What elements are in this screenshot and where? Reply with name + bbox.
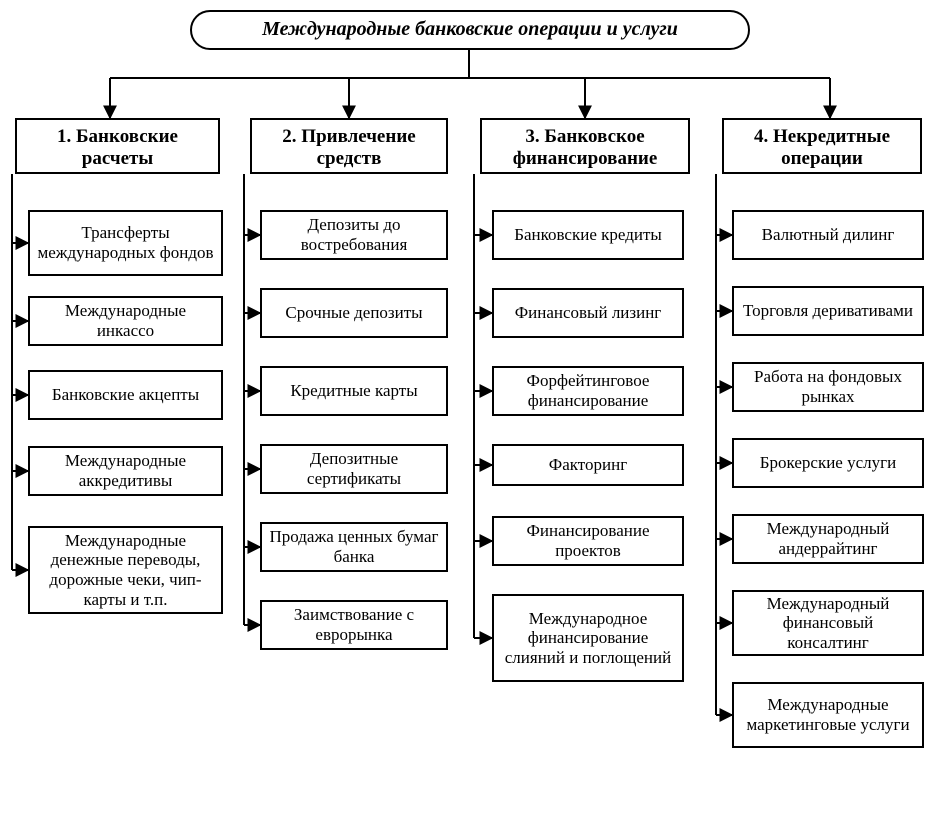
item-label-1-4: Международные аккредитивы [36,451,215,490]
item-box-3-5: Финансирование проектов [492,516,684,566]
item-label-3-5: Финансирование проектов [500,521,676,560]
item-box-4-7: Международные маркетинговые услуги [732,682,924,748]
item-box-2-3: Кредитные карты [260,366,448,416]
item-box-2-5: Продажа ценных бумаг банка [260,522,448,572]
category-box-1: 1. Банковские расчеты [15,118,220,174]
item-label-2-6: Заимствование с еврорынка [268,605,440,644]
item-box-3-4: Факторинг [492,444,684,486]
item-box-1-3: Банковские акцепты [28,370,223,420]
item-box-3-2: Финансовый лизинг [492,288,684,338]
item-label-1-5: Международные денежные переводы, дорожны… [36,531,215,609]
item-label-3-1: Банковские кредиты [514,225,662,245]
item-label-1-3: Банковские акцепты [52,385,199,405]
item-label-4-1: Валютный дилинг [762,225,895,245]
item-box-1-2: Международные инкассо [28,296,223,346]
item-label-3-4: Факторинг [549,455,627,475]
item-box-2-6: Заимствование с еврорынка [260,600,448,650]
item-label-4-7: Международные маркетинговые услуги [740,695,916,734]
item-label-1-1: Трансферты международных фондов [36,223,215,262]
item-label-4-4: Брокерские услуги [760,453,896,473]
item-box-1-5: Международные денежные переводы, дорожны… [28,526,223,614]
item-box-4-6: Международный финансовый консалтинг [732,590,924,656]
item-label-4-3: Работа на фондовых рынках [740,367,916,406]
item-box-4-3: Работа на фондовых рынках [732,362,924,412]
item-box-4-1: Валютный дилинг [732,210,924,260]
category-label-2: 2. Привлечение средств [282,126,415,169]
item-box-4-5: Международный андеррайтинг [732,514,924,564]
category-label-4: 4. Некредитные операции [754,126,890,169]
item-label-2-1: Депозиты до востребования [268,215,440,254]
item-box-3-3: Форфейтинговое финансирование [492,366,684,416]
item-label-3-3: Форфейтинговое финансирование [500,371,676,410]
diagram-title-text: Международные банковские операции и услу… [262,18,678,40]
item-label-2-4: Депозитные сертификаты [268,449,440,488]
item-label-4-6: Международный финансовый консалтинг [740,594,916,653]
diagram-title: Международные банковские операции и услу… [190,10,750,50]
item-label-4-2: Торговля деривативами [743,301,913,321]
category-box-2: 2. Привлечение средств [250,118,448,174]
item-label-2-2: Срочные депозиты [285,303,422,323]
diagram-canvas: Международные банковские операции и услу… [0,0,938,813]
item-label-2-5: Продажа ценных бумаг банка [268,527,440,566]
category-box-4: 4. Некредитные операции [722,118,922,174]
item-label-2-3: Кредитные карты [290,381,417,401]
item-box-2-1: Депозиты до востребования [260,210,448,260]
item-label-1-2: Международные инкассо [36,301,215,340]
item-box-1-1: Трансферты международных фондов [28,210,223,276]
item-box-4-4: Брокерские услуги [732,438,924,488]
item-label-3-2: Финансовый лизинг [515,303,662,323]
item-box-4-2: Торговля деривативами [732,286,924,336]
item-box-1-4: Международные аккредитивы [28,446,223,496]
item-box-2-2: Срочные депозиты [260,288,448,338]
item-label-4-5: Международный андеррайтинг [740,519,916,558]
item-box-3-1: Банковские кредиты [492,210,684,260]
category-label-1: 1. Банковские расчеты [57,126,178,169]
category-label-3: 3. Банковское финансирование [513,126,658,169]
item-label-3-6: Международное финансирование слияний и п… [500,609,676,668]
item-box-3-6: Международное финансирование слияний и п… [492,594,684,682]
category-box-3: 3. Банковское финансирование [480,118,690,174]
item-box-2-4: Депозитные сертификаты [260,444,448,494]
